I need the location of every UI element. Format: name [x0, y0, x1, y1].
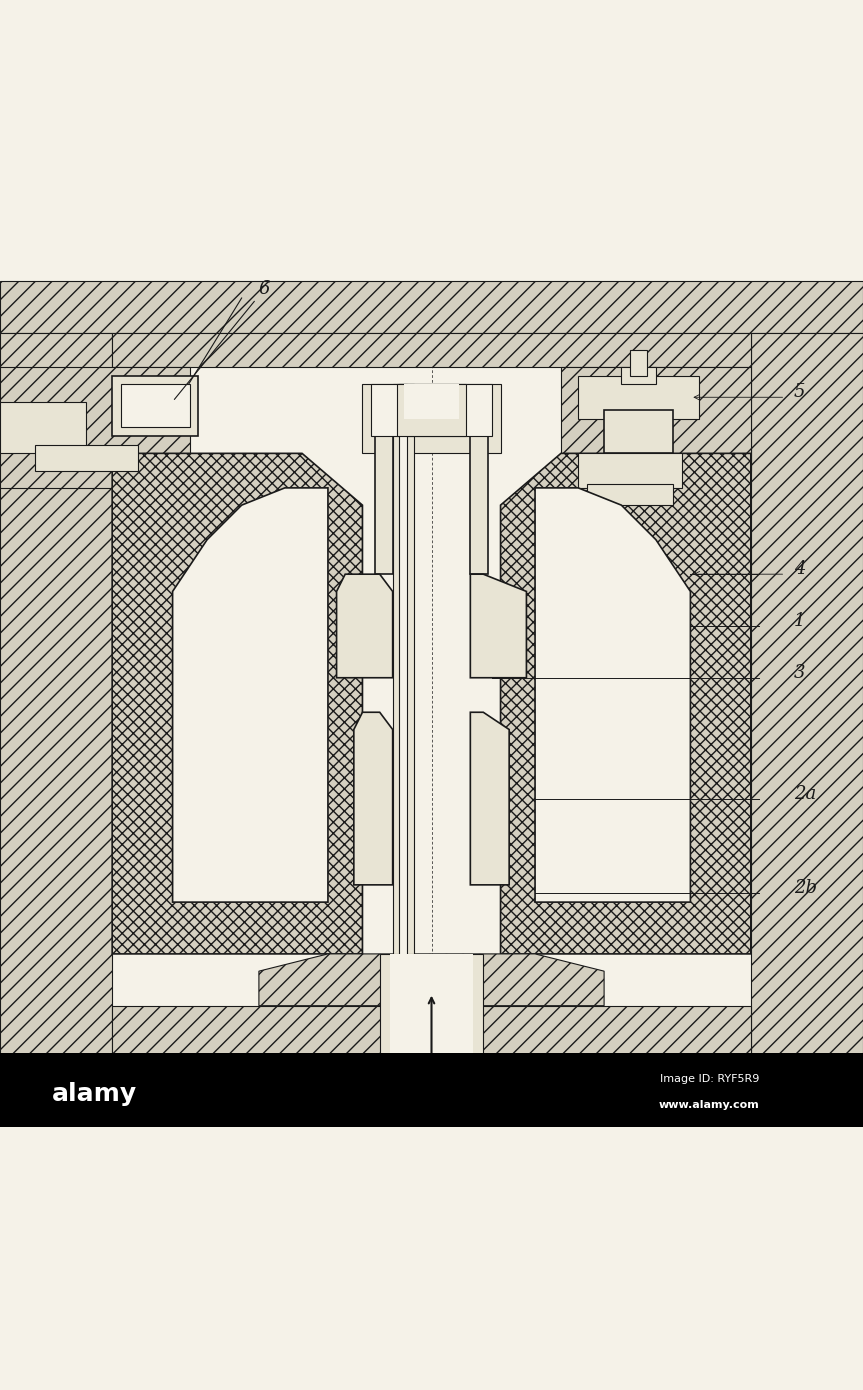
- Bar: [621, 367, 656, 384]
- Bar: [630, 350, 647, 375]
- Text: 5: 5: [794, 384, 805, 402]
- Text: 2a: 2a: [794, 784, 816, 802]
- Bar: [35, 445, 138, 471]
- Polygon shape: [470, 574, 526, 678]
- Polygon shape: [337, 574, 393, 678]
- Text: Image ID: RYF5R9: Image ID: RYF5R9: [660, 1074, 759, 1084]
- Polygon shape: [112, 332, 751, 367]
- Polygon shape: [173, 488, 328, 902]
- Bar: [397, 384, 466, 436]
- Polygon shape: [0, 281, 863, 332]
- Polygon shape: [375, 418, 488, 574]
- Polygon shape: [371, 384, 492, 436]
- Text: 2b: 2b: [794, 880, 817, 898]
- Text: 6: 6: [174, 279, 270, 399]
- Bar: [604, 410, 673, 453]
- Bar: [121, 384, 190, 428]
- Polygon shape: [0, 332, 112, 1058]
- Polygon shape: [362, 384, 501, 453]
- Polygon shape: [0, 367, 190, 488]
- Bar: [587, 484, 673, 505]
- Polygon shape: [354, 712, 393, 885]
- Bar: [578, 375, 699, 418]
- Polygon shape: [470, 712, 509, 885]
- Bar: [399, 384, 407, 1058]
- Bar: [390, 954, 473, 1058]
- Text: 3: 3: [794, 664, 805, 681]
- Bar: [0, 402, 86, 453]
- Polygon shape: [561, 367, 751, 471]
- Polygon shape: [112, 1006, 751, 1058]
- Bar: [0, 1054, 863, 1126]
- Text: alamy: alamy: [52, 1081, 137, 1105]
- Polygon shape: [112, 453, 362, 954]
- Bar: [578, 453, 682, 488]
- Polygon shape: [751, 332, 863, 1058]
- Polygon shape: [501, 453, 751, 954]
- Bar: [393, 384, 414, 1058]
- Polygon shape: [259, 954, 604, 1006]
- Polygon shape: [535, 488, 690, 902]
- Bar: [112, 375, 198, 436]
- Bar: [380, 954, 483, 1058]
- Text: 4: 4: [794, 560, 805, 578]
- Text: 1: 1: [794, 612, 805, 630]
- Text: www.alamy.com: www.alamy.com: [658, 1099, 759, 1111]
- Bar: [404, 384, 459, 418]
